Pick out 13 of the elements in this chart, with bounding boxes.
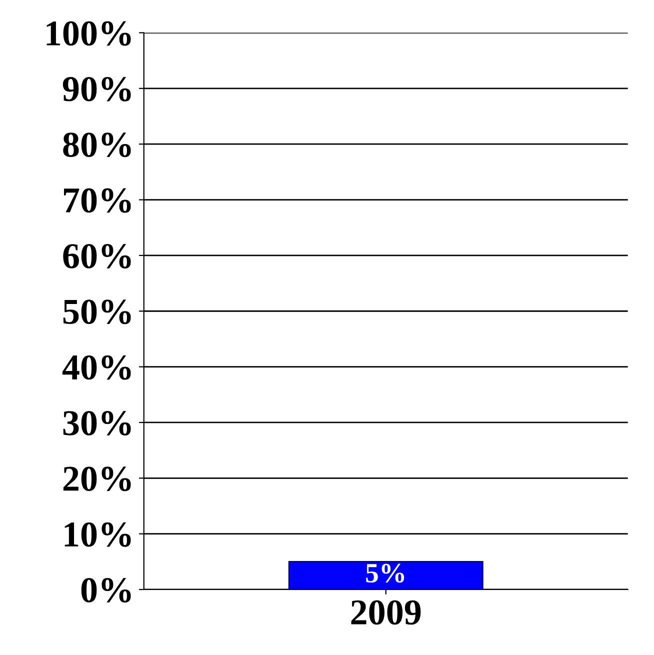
y-tick-label: 30% <box>63 410 131 436</box>
y-tick-label: 10% <box>64 522 131 547</box>
y-tick-label: 20% <box>63 466 131 492</box>
x-tick-label: 2009 <box>351 600 421 625</box>
y-tick-label: 100% <box>46 21 131 46</box>
y-tick-label: 50% <box>63 300 131 324</box>
y-tick-label: 60% <box>63 244 131 268</box>
y-tick-label: 0% <box>81 578 131 603</box>
y-tick-label: 40% <box>62 355 131 380</box>
y-tick-label: 70% <box>64 188 131 213</box>
data-label: 5% <box>366 564 404 583</box>
y-tick-label: 80% <box>63 132 131 158</box>
y-tick-label: 90% <box>62 76 131 102</box>
